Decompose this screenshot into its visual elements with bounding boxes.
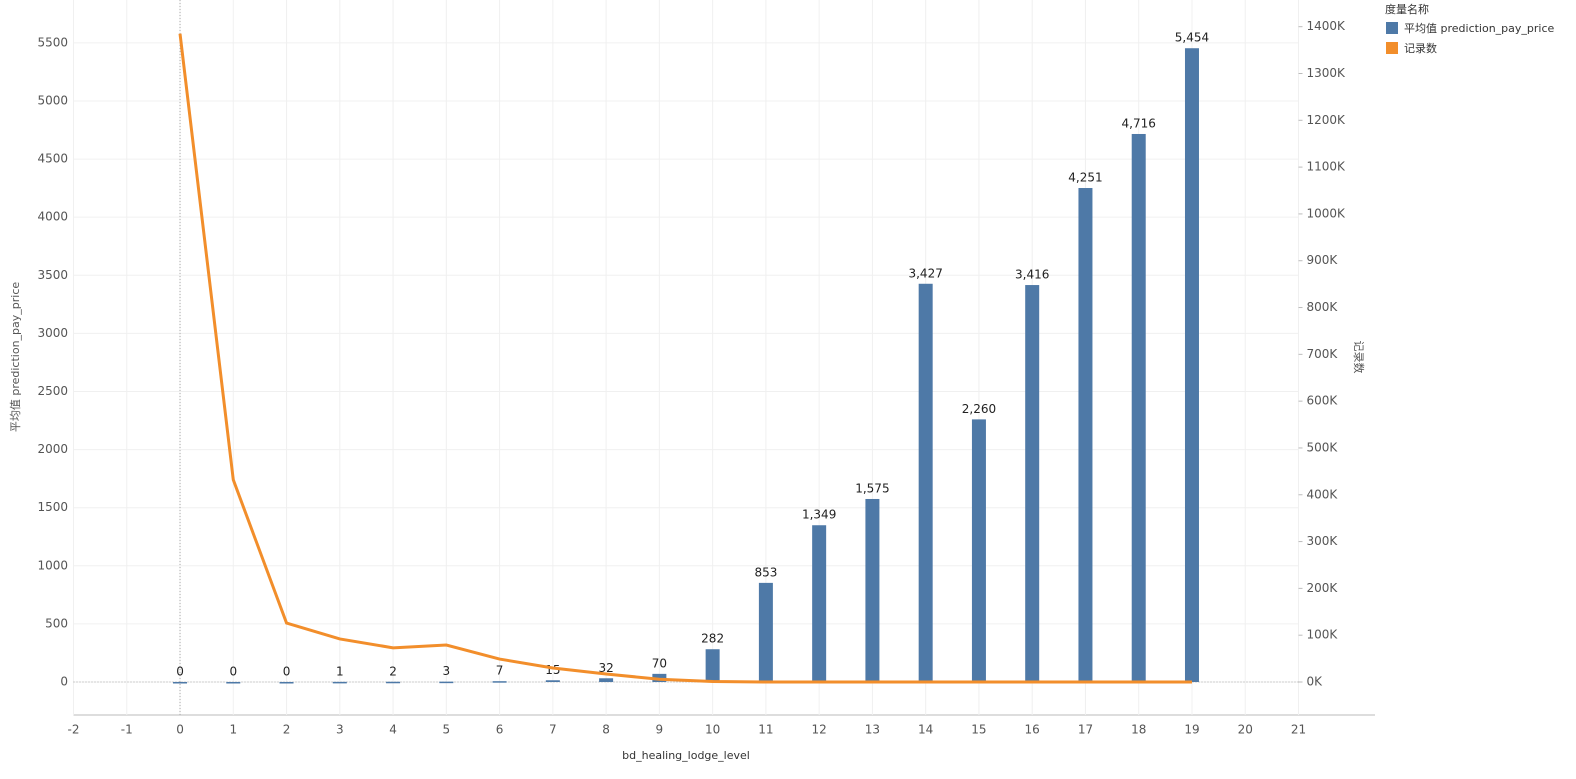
- x-tick-label: -2: [68, 723, 80, 737]
- x-tick-label: 13: [865, 723, 880, 737]
- bar: [545, 680, 560, 682]
- y2-tick-label: 0K: [1307, 675, 1324, 689]
- y2-tick-label: 1200K: [1307, 113, 1347, 127]
- bar: [865, 498, 880, 682]
- value-label: 3,427: [908, 266, 942, 280]
- y-axis-title: 平均值 prediction_pay_price: [9, 282, 22, 433]
- value-label: 3: [443, 664, 451, 678]
- bar: [386, 681, 401, 684]
- value-label: 3,416: [1015, 268, 1049, 282]
- y-tick-label: 0: [60, 674, 68, 688]
- y2-tick-label: 1300K: [1307, 66, 1347, 80]
- y2-tick-label: 1400K: [1307, 19, 1347, 33]
- x-tick-label: -1: [121, 723, 133, 737]
- x-tick-label: 14: [918, 723, 933, 737]
- value-label: 282: [701, 632, 724, 646]
- y-tick-label: 1500: [37, 500, 68, 514]
- y2-tick-label: 500K: [1307, 440, 1339, 454]
- legend-title: 度量名称: [1385, 2, 1429, 16]
- y2-tick-label: 100K: [1307, 628, 1339, 642]
- y2-tick-label: 200K: [1307, 581, 1339, 595]
- y-tick-label: 1000: [37, 558, 68, 572]
- y2-tick-label: 400K: [1307, 487, 1339, 501]
- value-label: 1: [336, 664, 344, 678]
- bar: [1131, 133, 1146, 682]
- y2-tick-label: 300K: [1307, 534, 1339, 548]
- y2-tick-label: 900K: [1307, 253, 1339, 267]
- bar: [332, 681, 347, 684]
- legend-swatch: [1386, 22, 1398, 34]
- y-tick-label: 500: [45, 616, 68, 630]
- x-tick-label: 6: [496, 723, 504, 737]
- bar: [1184, 48, 1199, 682]
- bar: [1025, 285, 1040, 682]
- legend-swatch: [1386, 42, 1398, 54]
- bar: [492, 681, 507, 683]
- legend-label: 记录数: [1404, 42, 1437, 55]
- value-label: 2,260: [962, 402, 996, 416]
- x-tick-label: 18: [1131, 723, 1146, 737]
- y-tick-label: 5000: [37, 93, 68, 107]
- x-tick-label: 9: [656, 723, 664, 737]
- bar: [226, 681, 241, 684]
- bar: [599, 678, 614, 682]
- line: [178, 33, 1192, 684]
- x-tick-label: 11: [758, 723, 773, 737]
- value-label: 7: [496, 664, 504, 678]
- value-label: 4,251: [1068, 171, 1102, 185]
- value-label: 0: [229, 664, 237, 678]
- x-tick-label: 0: [176, 723, 184, 737]
- legend-label: 平均值 prediction_pay_price: [1404, 22, 1555, 35]
- bar: [439, 681, 454, 684]
- value-label: 70: [652, 656, 667, 670]
- y2-axis-title: 记录数: [1352, 341, 1365, 374]
- x-tick-label: 20: [1238, 723, 1253, 737]
- y2-tick-label: 700K: [1307, 347, 1339, 361]
- x-tick-label: 5: [443, 723, 451, 737]
- y-tick-label: 2000: [37, 442, 68, 456]
- value-label: 853: [754, 565, 777, 579]
- x-tick-label: 17: [1078, 723, 1093, 737]
- y2-tick-label: 800K: [1307, 300, 1339, 314]
- x-tick-label: 10: [705, 723, 720, 737]
- x-tick-label: 1: [229, 723, 237, 737]
- bar: [705, 649, 720, 682]
- bar: [1078, 188, 1093, 682]
- y-tick-label: 3000: [37, 326, 68, 340]
- bar: [812, 525, 827, 682]
- value-label: 1,349: [802, 508, 836, 522]
- bar: [173, 681, 188, 684]
- value-label: 0: [283, 664, 291, 678]
- value-label: 4,716: [1122, 116, 1156, 130]
- value-label: 32: [598, 661, 613, 675]
- y2-tick-label: 1100K: [1307, 160, 1347, 174]
- y-tick-label: 4500: [37, 152, 68, 166]
- value-label: 5,454: [1175, 31, 1209, 45]
- bar: [279, 681, 294, 684]
- value-label: 2: [389, 664, 397, 678]
- x-tick-label: 2: [283, 723, 291, 737]
- value-label: 0: [176, 664, 184, 678]
- y-tick-label: 3500: [37, 268, 68, 282]
- value-label: 1,575: [855, 481, 889, 495]
- x-tick-label: 3: [336, 723, 344, 737]
- x-tick-label: 8: [602, 723, 610, 737]
- x-tick-label: 15: [971, 723, 986, 737]
- y2-tick-label: 1000K: [1307, 206, 1347, 220]
- x-tick-label: 7: [549, 723, 557, 737]
- bar: [758, 582, 773, 682]
- y-tick-label: 4000: [37, 210, 68, 224]
- x-tick-label: 19: [1184, 723, 1199, 737]
- y-tick-label: 2500: [37, 384, 68, 398]
- y2-tick-label: 600K: [1307, 394, 1339, 408]
- x-tick-label: 4: [389, 723, 397, 737]
- x-axis-title: bd_healing_lodge_level: [622, 749, 750, 762]
- bar: [918, 283, 933, 682]
- x-tick-label: 21: [1291, 723, 1306, 737]
- x-tick-label: 16: [1025, 723, 1040, 737]
- x-tick-label: 12: [812, 723, 827, 737]
- bar: [971, 419, 986, 682]
- y-tick-label: 5500: [37, 35, 68, 49]
